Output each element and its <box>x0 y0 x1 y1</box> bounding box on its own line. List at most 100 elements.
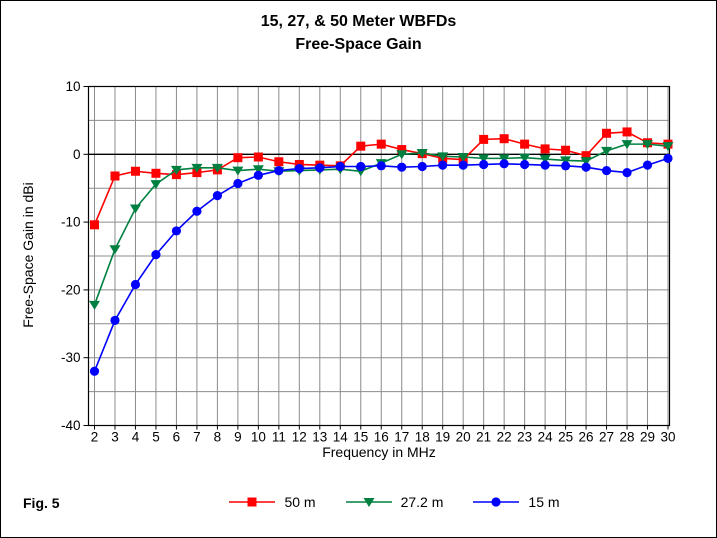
x-tick-label: 8 <box>214 430 222 445</box>
circle-marker-icon <box>294 163 304 174</box>
x-tick-label: 9 <box>234 430 242 445</box>
y-tick-label: -40 <box>61 418 81 433</box>
x-tick-label: 4 <box>132 430 140 445</box>
x-tick-label: 22 <box>497 430 512 445</box>
legend-item-15-m: 15 m <box>473 494 560 510</box>
y-tick-label: 10 <box>65 79 80 94</box>
x-tick-label: 20 <box>456 430 471 445</box>
circle-marker-icon <box>581 162 591 172</box>
x-tick-label: 30 <box>660 430 675 445</box>
legend-label: 27.2 m <box>400 494 444 510</box>
square-marker-icon <box>151 168 161 178</box>
square-marker-icon <box>540 144 550 154</box>
tick-labels: 2 3 4 5 6 7 8 9 10 11 12 13 14 15 16 17 18 19 20 21 22 23 24 25… <box>61 79 676 445</box>
square-marker-icon <box>520 139 530 149</box>
x-tick-label: 10 <box>251 430 266 445</box>
y-tick-label: 0 <box>73 147 81 162</box>
circle-marker-icon <box>192 206 202 216</box>
square-marker-icon <box>356 141 366 151</box>
figure-label: Fig. 5 <box>23 495 60 511</box>
circle-marker-icon <box>89 366 100 376</box>
x-tick-label: 16 <box>374 430 389 445</box>
triangle-down-marker-icon <box>170 165 182 175</box>
x-tick-label: 12 <box>292 430 307 445</box>
x-tick-label: 3 <box>111 430 119 445</box>
triangle-down-marker-icon <box>129 204 141 214</box>
legend-label: 50 m <box>284 494 316 510</box>
circle-marker-icon <box>212 191 222 201</box>
legend-item-27-2-m: 27.2 m <box>345 494 444 510</box>
square-marker-icon <box>253 152 263 162</box>
triangle-down-marker-icon <box>621 140 633 150</box>
circle-marker-icon <box>540 160 550 170</box>
triangle-down-marker-icon <box>109 245 121 255</box>
circle-marker-icon <box>438 160 448 170</box>
x-tick-label: 7 <box>193 430 201 445</box>
x-tick-label: 11 <box>272 430 286 445</box>
circle-marker-icon <box>642 160 653 170</box>
square-marker-icon <box>110 171 120 181</box>
x-tick-label: 13 <box>312 430 327 445</box>
circle-marker-icon <box>253 170 263 180</box>
square-marker-icon <box>247 497 257 507</box>
circle-marker-icon <box>335 161 345 172</box>
triangle-down-marker-icon <box>457 153 469 163</box>
square-marker-icon <box>581 151 591 161</box>
y-tick-label: -30 <box>61 350 81 365</box>
circle-marker-icon <box>417 161 427 172</box>
x-tick-label: 15 <box>353 430 368 445</box>
circle-marker-icon <box>458 160 468 170</box>
chart-title-line1: 15, 27, & 50 Meter WBFDs <box>260 13 457 30</box>
legend-label: 15 m <box>528 494 560 510</box>
triangle-down-marker-icon <box>150 180 162 190</box>
circle-marker-icon <box>376 161 386 171</box>
circle-marker-icon <box>171 226 182 236</box>
circle-marker-icon <box>151 250 161 260</box>
circle-marker-icon <box>491 497 502 507</box>
triangle-down-marker-icon <box>519 153 531 163</box>
triangle-down-marker-icon <box>252 165 264 175</box>
x-tick-label: 14 <box>333 430 349 445</box>
square-marker-icon <box>561 145 571 155</box>
triangle-down-marker-icon <box>437 152 449 162</box>
circle-marker-icon <box>663 153 673 163</box>
x-tick-label: 19 <box>435 430 450 445</box>
triangle-down-marker-icon <box>580 157 592 167</box>
circle-marker-icon <box>315 163 325 173</box>
square-marker-icon <box>130 166 140 176</box>
circle-marker-icon <box>110 315 120 326</box>
x-tick-label: 26 <box>579 430 594 445</box>
x-tick-label: 27 <box>599 430 614 445</box>
circle-marker-icon <box>601 165 612 176</box>
gridlines <box>88 86 670 426</box>
triangle-down-marker-icon <box>363 498 375 507</box>
axis-ticks <box>83 86 669 430</box>
y-tick-label: -20 <box>61 282 81 297</box>
x-tick-label: 25 <box>558 430 573 445</box>
x-tick-label: 17 <box>394 430 409 445</box>
series-15-m <box>89 153 673 376</box>
x-tick-label: 23 <box>517 430 532 445</box>
square-marker-icon <box>479 134 489 144</box>
x-tick-label: 28 <box>620 430 635 445</box>
square-marker-icon <box>274 157 284 167</box>
triangle-down-marker-icon <box>89 300 100 310</box>
square-marker-icon <box>376 139 386 149</box>
chart-title-line2: Free-Space Gain <box>295 36 422 53</box>
square-marker-icon <box>90 220 99 230</box>
square-marker-icon <box>622 127 632 137</box>
triangle-down-marker-icon <box>478 154 490 164</box>
triangle-down-marker-icon <box>539 155 551 165</box>
square-marker-icon <box>397 145 407 155</box>
circle-marker-icon <box>520 159 530 170</box>
x-tick-label: 21 <box>476 430 491 445</box>
square-marker-icon <box>602 128 612 138</box>
circle-marker-icon <box>560 161 571 171</box>
x-tick-label: 18 <box>415 430 430 445</box>
circle-marker-icon <box>397 162 407 172</box>
x-tick-label: 2 <box>91 430 99 445</box>
triangle-down-marker-icon <box>416 148 428 158</box>
chart-title: 15, 27, & 50 Meter WBFDs Free-Space Gain <box>1 10 716 56</box>
